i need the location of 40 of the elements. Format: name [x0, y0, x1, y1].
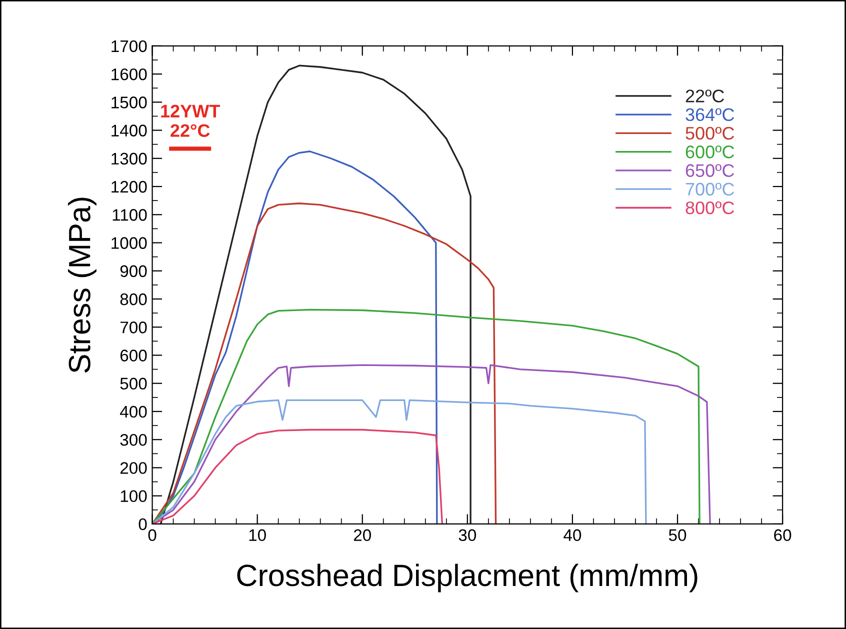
y-tick-label: 1700	[112, 40, 147, 52]
line-series	[160, 64, 472, 524]
y-tick-label: 800	[120, 293, 147, 306]
y-axis-title: Stress (MPa)	[68, 198, 96, 373]
legend-label: 22ºC	[686, 90, 724, 102]
x-tick-label: 10	[249, 529, 266, 542]
legend-label: 700ºC	[686, 182, 734, 196]
y-tick-label: 300	[120, 434, 147, 446]
line-series	[152, 202, 497, 524]
line-series	[152, 399, 647, 524]
y-tick-label: 900	[120, 265, 147, 278]
x-tick-label: 30	[458, 529, 476, 542]
y-tick-label: 1200	[112, 180, 147, 193]
x-axis-title: Crosshead Displacment (mm/mm)	[237, 564, 698, 592]
legend-label: 500ºC	[686, 126, 734, 140]
y-tick-label: 1400	[112, 124, 147, 136]
line-series	[152, 428, 444, 524]
legend-label: 600ºC	[686, 146, 734, 158]
x-tick-label: 20	[354, 529, 371, 542]
line-series	[152, 308, 700, 524]
y-tick-label: 1100	[112, 209, 147, 221]
annotation: 12YWT 22°C	[161, 104, 220, 137]
y-tick-label: 0	[138, 518, 147, 530]
y-tick-label: 1600	[112, 68, 147, 80]
y-tick-label: 1500	[112, 96, 147, 108]
legend-label: 800ºC	[686, 201, 734, 214]
y-tick-label: 1300	[112, 152, 147, 165]
y-tick-label: 600	[120, 350, 147, 362]
y-tick-label: 1000	[112, 237, 147, 249]
x-tick-label: 50	[668, 529, 686, 542]
legend-label: 364ºC	[686, 108, 734, 122]
x-tick-label: 40	[564, 529, 582, 542]
y-tick-label: 500	[120, 378, 147, 390]
x-tick-label: 60	[774, 529, 792, 542]
y-tick-label: 100	[120, 490, 147, 502]
y-tick-label: 700	[120, 322, 147, 334]
x-tick-label: 0	[148, 529, 156, 542]
legend-label: 650ºC	[686, 164, 734, 177]
y-tick-label: 200	[120, 462, 147, 474]
y-tick-label: 400	[120, 406, 147, 418]
